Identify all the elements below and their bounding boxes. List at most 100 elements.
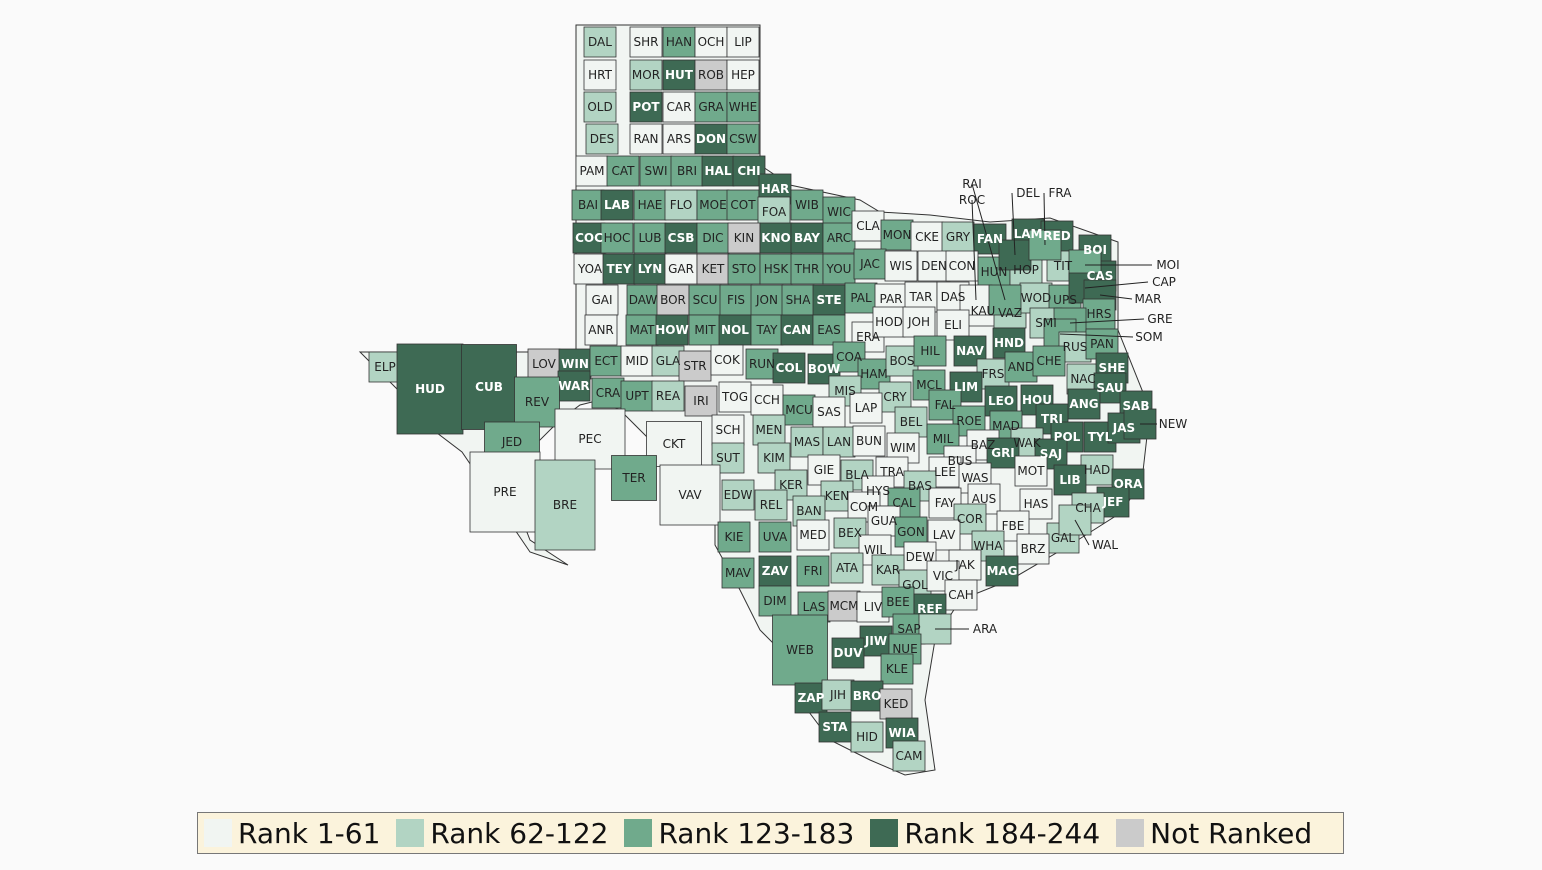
- county-lip[interactable]: [726, 26, 760, 58]
- county-yoa[interactable]: [573, 253, 607, 285]
- county-lyn[interactable]: [633, 253, 667, 285]
- county-sas[interactable]: [812, 396, 846, 428]
- county-sto[interactable]: [727, 253, 761, 285]
- county-men[interactable]: [752, 414, 786, 446]
- county-pre[interactable]: [469, 451, 541, 533]
- county-hrt[interactable]: [583, 59, 617, 91]
- county-lib[interactable]: [1053, 464, 1087, 496]
- county-shr[interactable]: [629, 26, 663, 58]
- county-iri[interactable]: [684, 385, 718, 417]
- county-cot[interactable]: [726, 189, 760, 221]
- county-kie[interactable]: [717, 521, 751, 553]
- county-ran[interactable]: [629, 123, 663, 155]
- county-bai[interactable]: [571, 189, 605, 221]
- county-col[interactable]: [772, 352, 806, 384]
- county-cch[interactable]: [750, 384, 784, 416]
- county-eas[interactable]: [812, 314, 846, 346]
- county-web[interactable]: [772, 614, 828, 686]
- county-gra[interactable]: [694, 91, 728, 123]
- county-hae[interactable]: [633, 189, 667, 221]
- county-ang[interactable]: [1067, 388, 1101, 420]
- county-pal[interactable]: [844, 282, 878, 314]
- county-jac[interactable]: [853, 248, 887, 280]
- county-hid[interactable]: [850, 721, 884, 753]
- county-hrs[interactable]: [1082, 298, 1116, 330]
- county-joh[interactable]: [902, 306, 936, 338]
- county-lim[interactable]: [949, 371, 983, 403]
- county-dim[interactable]: [758, 585, 792, 617]
- county-edw[interactable]: [721, 479, 755, 511]
- county-mag[interactable]: [985, 555, 1019, 587]
- county-foa[interactable]: [757, 196, 791, 228]
- county-hal[interactable]: [701, 155, 735, 187]
- county-duv[interactable]: [831, 637, 865, 669]
- county-how[interactable]: [655, 314, 689, 346]
- county-eli[interactable]: [936, 309, 970, 341]
- county-kle[interactable]: [880, 653, 914, 685]
- county-wic[interactable]: [822, 196, 856, 228]
- county-ham[interactable]: [857, 358, 891, 390]
- county-str[interactable]: [678, 350, 712, 382]
- county-mid[interactable]: [620, 345, 654, 377]
- county-ect[interactable]: [589, 345, 623, 377]
- county-tay[interactable]: [750, 314, 784, 346]
- county-gri[interactable]: [986, 437, 1020, 469]
- county-cam[interactable]: [892, 740, 926, 772]
- county-hud[interactable]: [396, 343, 464, 435]
- county-che[interactable]: [1032, 345, 1066, 377]
- county-fri[interactable]: [796, 555, 830, 587]
- county-scu[interactable]: [688, 284, 722, 316]
- county-dal[interactable]: [583, 26, 617, 58]
- county-old[interactable]: [583, 91, 617, 123]
- county-gai[interactable]: [585, 284, 619, 316]
- county-bro[interactable]: [850, 680, 884, 712]
- county-wis[interactable]: [884, 250, 918, 282]
- county-lub[interactable]: [633, 222, 667, 254]
- county-jiw[interactable]: [859, 625, 893, 657]
- county-dic[interactable]: [696, 222, 730, 254]
- county-uva[interactable]: [758, 521, 792, 553]
- county-vic[interactable]: [926, 560, 960, 592]
- county-rel[interactable]: [754, 489, 788, 521]
- county-bri[interactable]: [670, 155, 704, 187]
- county-lab[interactable]: [600, 189, 634, 221]
- county-rea[interactable]: [651, 380, 685, 412]
- county-cok[interactable]: [710, 344, 744, 376]
- county-can[interactable]: [780, 314, 814, 346]
- county-anr[interactable]: [584, 314, 618, 346]
- county-coc[interactable]: [572, 222, 606, 254]
- county-daw[interactable]: [626, 284, 660, 316]
- county-mcm[interactable]: [827, 590, 861, 622]
- county-brz[interactable]: [1016, 533, 1050, 565]
- county-mcu[interactable]: [782, 394, 816, 426]
- county-con[interactable]: [945, 250, 979, 282]
- county-kno[interactable]: [759, 222, 793, 254]
- county-mit[interactable]: [688, 314, 722, 346]
- county-rev[interactable]: [514, 376, 560, 428]
- county-gie[interactable]: [807, 454, 841, 486]
- county-kim[interactable]: [757, 442, 791, 474]
- county-vav[interactable]: [659, 464, 721, 526]
- county-lan[interactable]: [822, 426, 856, 458]
- county-lap[interactable]: [849, 392, 883, 424]
- county-ata[interactable]: [830, 552, 864, 584]
- county-mav[interactable]: [721, 557, 755, 589]
- county-cub[interactable]: [461, 344, 517, 430]
- county-moe[interactable]: [696, 189, 730, 221]
- county-cke[interactable]: [910, 221, 944, 253]
- county-and[interactable]: [1004, 351, 1038, 383]
- county-csw[interactable]: [726, 123, 760, 155]
- county-bel[interactable]: [894, 406, 928, 438]
- county-fal[interactable]: [928, 389, 962, 421]
- county-jih[interactable]: [821, 679, 855, 711]
- county-hep[interactable]: [726, 59, 760, 91]
- county-jon[interactable]: [750, 284, 784, 316]
- county-hil[interactable]: [913, 335, 947, 367]
- county-elp[interactable]: [368, 351, 402, 383]
- county-bay[interactable]: [790, 222, 824, 254]
- county-ars[interactable]: [662, 123, 696, 155]
- county-mas[interactable]: [790, 426, 824, 458]
- county-ter[interactable]: [611, 455, 657, 501]
- county-you[interactable]: [822, 253, 856, 285]
- county-pot[interactable]: [629, 91, 663, 123]
